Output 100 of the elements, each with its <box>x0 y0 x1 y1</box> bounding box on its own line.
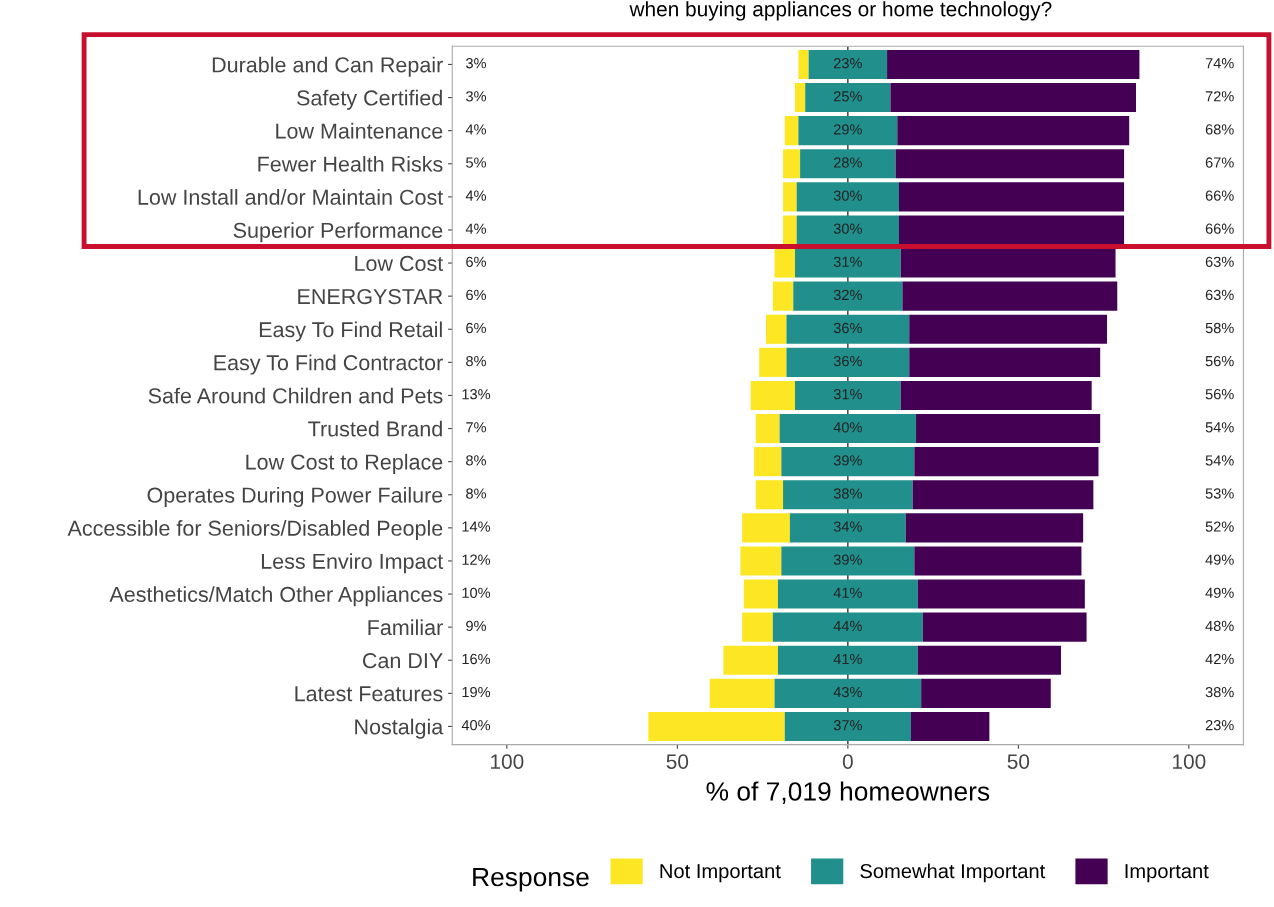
data-label: 6% <box>466 289 487 301</box>
data-label: 9% <box>466 620 487 632</box>
data-label: 58% <box>1205 322 1234 334</box>
bar <box>759 347 787 377</box>
bar <box>755 413 780 444</box>
bar <box>917 645 1061 675</box>
data-label: 56% <box>1205 355 1234 367</box>
y-tick-label: Safe Around Children and Pets <box>148 387 443 404</box>
data-label: 56% <box>1205 389 1234 400</box>
legend-label: Somewhat Important <box>860 863 1046 883</box>
bar <box>784 711 911 742</box>
bar <box>789 513 906 543</box>
data-label: 13% <box>462 389 491 400</box>
bar <box>743 579 778 609</box>
bar <box>742 513 790 543</box>
data-label: 63% <box>1205 256 1234 267</box>
bar <box>793 281 903 311</box>
bar <box>798 49 809 80</box>
bar <box>796 182 899 212</box>
bar <box>774 248 795 278</box>
bar <box>808 49 888 80</box>
bar <box>910 711 990 742</box>
bar <box>899 182 1125 212</box>
bar <box>900 380 1092 411</box>
bar <box>897 116 1130 146</box>
data-label: 43% <box>833 686 862 698</box>
data-label: 4% <box>465 223 487 234</box>
data-label: 31% <box>833 389 862 400</box>
data-label: 23% <box>833 58 862 69</box>
bar <box>772 612 923 642</box>
bar <box>794 380 901 411</box>
data-label: 49% <box>1205 587 1234 598</box>
bar <box>781 546 915 576</box>
y-tick-label: Low Install and/or Maintain Cost <box>138 189 444 205</box>
data-label: 54% <box>1205 455 1234 466</box>
y-tick-label: Nostalgia <box>355 718 444 739</box>
bar <box>755 480 784 510</box>
x-tick-label: 50 <box>1007 754 1030 769</box>
data-label: 36% <box>833 322 862 334</box>
bar <box>794 83 806 113</box>
bar <box>890 83 1136 113</box>
data-label: 74% <box>1205 58 1234 69</box>
legend-label: Not Important <box>660 864 781 883</box>
bar <box>922 612 1087 642</box>
chart-title: when buying appliances or home technology? <box>629 1 1052 21</box>
data-label: 23% <box>1205 720 1234 731</box>
data-label: 42% <box>1205 653 1234 665</box>
bar <box>723 645 778 675</box>
y-tick-label: Low Cost <box>355 255 444 272</box>
bar <box>899 215 1125 245</box>
data-label: 6% <box>466 256 487 267</box>
data-label: 7% <box>466 422 487 433</box>
y-tick-label: Can DIY <box>362 653 443 669</box>
y-tick-label: Operates During Power Failure <box>147 486 443 508</box>
y-tick-label: Easy To Find Contractor <box>214 354 443 375</box>
data-label: 36% <box>833 355 862 367</box>
data-label: 3% <box>466 58 487 69</box>
data-label: 28% <box>833 157 862 168</box>
bar <box>709 678 775 708</box>
bar <box>648 711 785 742</box>
data-label: 66% <box>1205 190 1234 201</box>
data-label: 30% <box>833 190 862 201</box>
data-label: 32% <box>833 289 862 301</box>
bar <box>777 579 918 609</box>
bar <box>754 447 782 477</box>
y-tick-label: Fewer Health Risks <box>258 155 443 172</box>
legend-title: Response <box>473 867 589 892</box>
data-label: 40% <box>833 422 862 433</box>
data-label: 53% <box>1205 488 1234 499</box>
bar <box>916 413 1101 444</box>
bar <box>887 49 1140 80</box>
data-label: 48% <box>1205 620 1234 632</box>
x-tick-label: 100 <box>491 754 524 769</box>
data-label: 10% <box>462 587 491 598</box>
bar <box>902 281 1118 311</box>
bar <box>740 546 782 576</box>
bar <box>784 116 799 146</box>
data-label: 37% <box>833 720 862 731</box>
y-tick-label: Trusted Brand <box>308 420 442 437</box>
bar <box>786 347 910 377</box>
legend-label: Important <box>1125 864 1209 883</box>
bar <box>905 513 1084 543</box>
bar <box>786 314 910 344</box>
bar <box>909 314 1108 344</box>
data-label: 67% <box>1205 157 1234 168</box>
data-label: 41% <box>833 587 862 598</box>
bar <box>794 248 901 278</box>
data-label: 72% <box>1205 91 1234 102</box>
y-tick-label: Less Enviro Impact <box>261 553 444 574</box>
y-tick-label: Safety Certified <box>297 89 442 110</box>
data-label: 31% <box>833 256 862 267</box>
data-label: 29% <box>833 124 862 135</box>
bar <box>796 215 899 245</box>
data-label: 40% <box>461 720 491 731</box>
y-tick-label: Accessible for Seniors/Disabled People <box>67 520 443 541</box>
bar <box>798 116 898 146</box>
bar <box>766 314 787 344</box>
data-label: 8% <box>466 355 487 367</box>
data-label: 66% <box>1205 223 1234 234</box>
bar <box>781 447 915 477</box>
